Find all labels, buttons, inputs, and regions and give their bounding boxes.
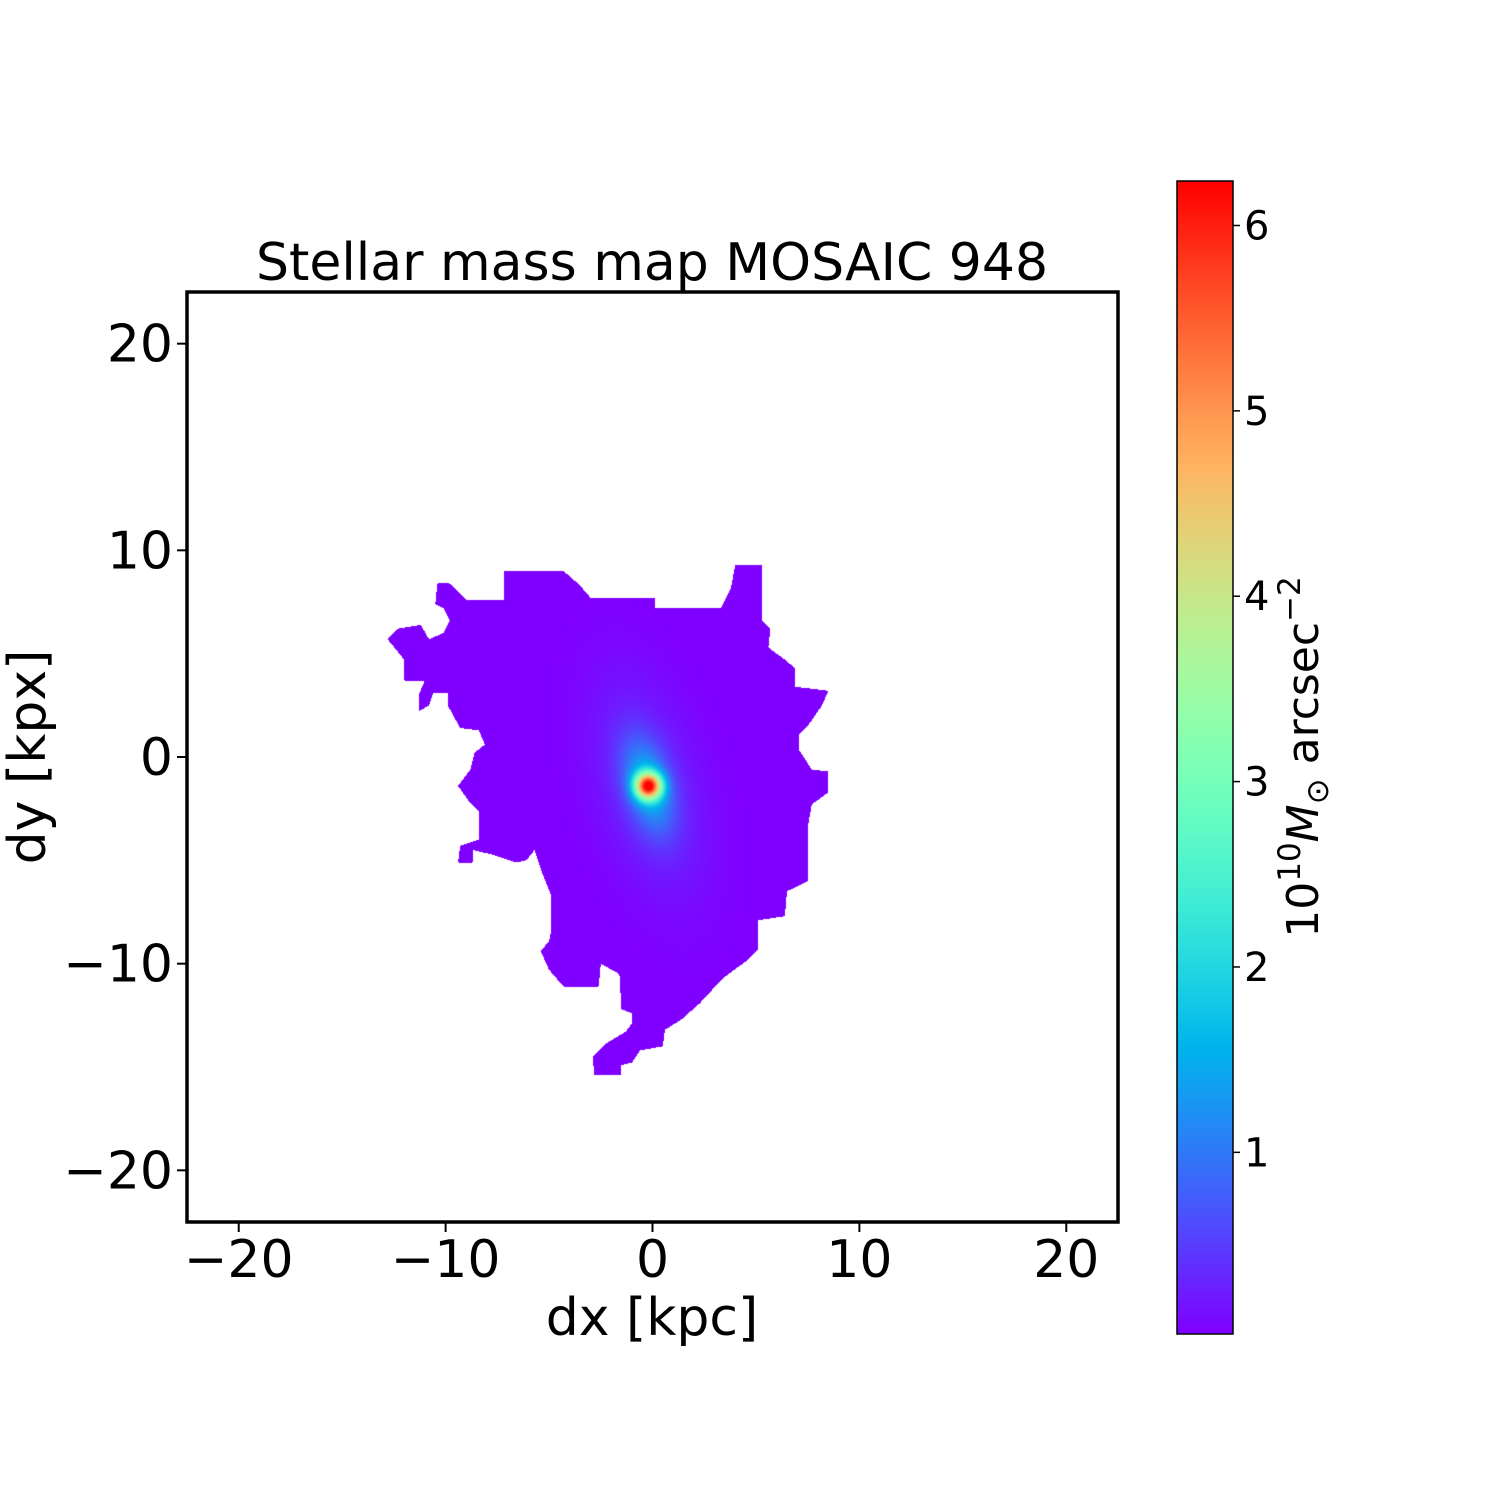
y-tick-label: 20 [107,315,173,375]
colorbar-tick-label: 1 [1244,1130,1269,1176]
x-tick-label: −20 [184,1230,294,1290]
colorbar-label-base: 10 [1278,882,1329,938]
x-axis: −20 −10 0 10 20 [184,1222,1099,1290]
colorbar-label-exp: 10 [1272,842,1308,881]
colorbar-label-unit: arcsec [1278,622,1329,778]
x-tick-label: 10 [826,1230,892,1290]
y-axis: −20 −10 0 10 20 [63,315,187,1201]
colorbar-label-unit-exp: −2 [1272,576,1308,622]
x-tick-label: 0 [636,1230,669,1290]
y-tick-label: 0 [140,728,173,788]
colorbar-label: 1010M⊙ arcsec−2 [1272,576,1336,938]
y-axis-label: dy [kpx] [0,650,58,865]
x-tick-label: 20 [1033,1230,1099,1290]
heatmap-image [187,292,1118,1222]
chart-title: Stellar mass map MOSAIC 948 [256,233,1048,293]
x-tick-label: −10 [391,1230,501,1290]
colorbar-tick-label: 4 [1244,574,1269,620]
y-tick-label: −20 [63,1141,173,1201]
colorbar-tick-label: 2 [1244,945,1269,991]
colorbar-label-sun: ⊙ [1300,778,1336,804]
y-tick-label: 10 [107,521,173,581]
colorbar [1177,181,1233,1334]
colorbar-ticks: 1 2 3 4 5 6 [1233,203,1269,1176]
x-axis-label: dx [kpc] [546,1288,759,1348]
colorbar-frame [1176,180,1234,1335]
colorbar-tick-label: 6 [1244,203,1269,249]
y-tick-label: −10 [63,935,173,995]
colorbar-tick-label: 5 [1244,389,1269,435]
colorbar-label-m: M [1278,804,1329,842]
colorbar-tick-label: 3 [1244,760,1269,806]
